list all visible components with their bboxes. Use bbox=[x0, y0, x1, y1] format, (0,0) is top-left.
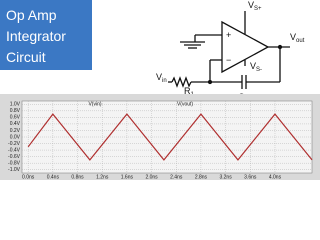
page: Op Amp Integrator Circuit + − VS+ VS- Vo… bbox=[0, 0, 320, 180]
title-line: Op Amp bbox=[6, 7, 57, 23]
y-tick-label: -0.6V bbox=[8, 154, 21, 160]
label-main: R bbox=[184, 86, 191, 96]
x-tick-label: 0.8ns bbox=[71, 174, 84, 180]
trace-label: V(vin) bbox=[88, 101, 101, 107]
minus-sign: − bbox=[226, 55, 231, 65]
label-main: V bbox=[250, 61, 256, 71]
x-tick-label: 3.6ns bbox=[244, 174, 257, 180]
label-sub: S- bbox=[256, 67, 262, 73]
x-tick-label: 3.2ns bbox=[219, 174, 232, 180]
label-vsp: VS+ bbox=[248, 0, 262, 12]
plus-sign: + bbox=[226, 30, 231, 40]
op-amp bbox=[221, 20, 270, 74]
node bbox=[207, 79, 213, 85]
resistor bbox=[171, 76, 192, 88]
x-tick-label: 2.0ns bbox=[145, 174, 158, 180]
schematic bbox=[168, 11, 290, 89]
label-sub: out bbox=[296, 38, 305, 44]
y-tick-label: -0.2V bbox=[8, 141, 21, 147]
trace bbox=[27, 113, 313, 161]
y-tick-label: 1.0V bbox=[10, 102, 21, 108]
label-sub: S+ bbox=[254, 6, 262, 12]
label-sub: in bbox=[162, 78, 167, 84]
y-tick-label: 0.6V bbox=[10, 115, 21, 121]
trace-label: V(vout) bbox=[177, 101, 193, 107]
x-tick-label: 2.4ns bbox=[170, 174, 183, 180]
label-vin: Vin bbox=[156, 72, 167, 84]
y-tick-label: -1.0V bbox=[8, 167, 21, 173]
label-main: V bbox=[290, 32, 296, 42]
y-tick-label: 0.4V bbox=[10, 121, 21, 127]
x-tick-label: 1.6ns bbox=[121, 174, 134, 180]
x-tick-label: 0.4ns bbox=[47, 174, 60, 180]
plot: 1.0V0.8V0.6V0.4V0.2V0.0V-0.2V-0.4V-0.6V-… bbox=[8, 101, 313, 180]
node bbox=[277, 44, 283, 50]
y-tick-label: -0.4V bbox=[8, 147, 21, 153]
title-box bbox=[0, 0, 92, 70]
label-vout: Vout bbox=[290, 32, 305, 44]
x-tick-label: 1.2ns bbox=[96, 174, 109, 180]
y-tick-label: 0.2V bbox=[10, 128, 21, 134]
y-tick-label: 0.0V bbox=[10, 134, 21, 140]
x-tick-label: 4.0ns bbox=[269, 174, 282, 180]
title-line: Integrator bbox=[6, 28, 66, 44]
label-main: V bbox=[156, 72, 162, 82]
y-tick-label: -0.8V bbox=[8, 161, 21, 167]
x-tick-label: 0.0ns bbox=[22, 174, 35, 180]
y-tick-label: 0.8V bbox=[10, 108, 21, 114]
x-tick-label: 2.8ns bbox=[195, 174, 208, 180]
label-vsm: VS- bbox=[250, 61, 262, 73]
title-line: Circuit bbox=[6, 49, 46, 65]
label-main: V bbox=[248, 0, 254, 10]
